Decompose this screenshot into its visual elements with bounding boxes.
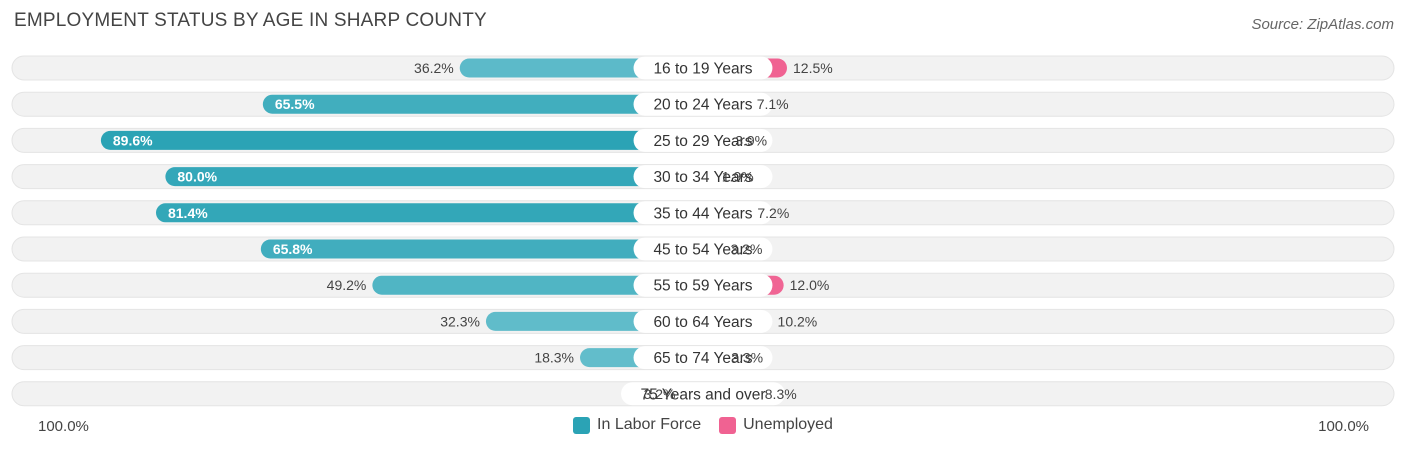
bar-row: 45 to 54 Years 65.8% 3.2%: [11, 236, 1395, 262]
bar-labor-force: [372, 275, 703, 295]
legend-item-labor-force[interactable]: In Labor Force: [573, 416, 701, 434]
value-label-labor-force: 81.4%: [168, 205, 208, 221]
category-pill: [633, 346, 773, 370]
category-pill: [633, 92, 773, 116]
bar-row: 25 to 29 Years 89.6% 3.9%: [11, 127, 1395, 153]
value-label-unemployed: 7.2%: [757, 205, 789, 221]
value-label-labor-force: 36.2%: [414, 60, 454, 76]
bar-labor-force: [100, 130, 703, 150]
value-label-labor-force: 80.0%: [177, 169, 217, 185]
category-label: 75 Years and over: [641, 386, 766, 403]
legend-swatch-labor-force: [573, 416, 591, 434]
value-label-unemployed: 3.2%: [731, 241, 763, 257]
axis-left-label: 100.0%: [38, 418, 89, 435]
bar-labor-force: [260, 239, 703, 259]
value-label-unemployed: 10.2%: [778, 313, 818, 329]
category-label: 60 to 64 Years: [653, 314, 752, 331]
value-label-labor-force: 65.5%: [275, 96, 315, 112]
category-label: 30 to 34 Years: [653, 169, 752, 186]
category-pill: [633, 56, 773, 80]
bar-labor-force: [155, 203, 703, 223]
category-pill: [633, 309, 773, 333]
bar-row: 20 to 24 Years 65.5% 7.1%: [11, 91, 1395, 117]
category-pill: [633, 128, 773, 152]
category-pill: [621, 382, 785, 406]
category-pill: [633, 273, 773, 297]
chart-title: EMPLOYMENT STATUS BY AGE IN SHARP COUNTY: [14, 10, 487, 31]
bar-row: 60 to 64 Years 32.3% 10.2%: [11, 308, 1395, 334]
legend: In Labor Force Unemployed: [0, 416, 1406, 434]
value-label-labor-force: 18.3%: [534, 350, 574, 366]
bar-row: 65 to 74 Years 18.3% 3.3%: [11, 345, 1395, 371]
legend-swatch-unemployed: [719, 416, 737, 434]
category-label: 25 to 29 Years: [653, 133, 752, 150]
category-label: 20 to 24 Years: [653, 97, 752, 114]
axis-right-label: 100.0%: [1318, 418, 1369, 435]
category-pill: [633, 165, 773, 189]
legend-label-unemployed: Unemployed: [743, 416, 833, 433]
value-label-unemployed: 12.5%: [793, 60, 833, 76]
value-label-labor-force: 89.6%: [113, 132, 153, 148]
bar-row: 55 to 59 Years 49.2% 12.0%: [11, 272, 1395, 298]
bar-labor-force: [165, 167, 703, 187]
bar-labor-force: [262, 94, 703, 114]
bar-row: 16 to 19 Years 36.2% 12.5%: [11, 55, 1395, 81]
category-label: 35 to 44 Years: [653, 205, 752, 222]
chart-source: Source: ZipAtlas.com: [1251, 16, 1394, 33]
value-label-labor-force: 49.2%: [327, 277, 367, 293]
value-label-unemployed: 1.9%: [722, 169, 754, 185]
category-pill: [633, 201, 773, 225]
value-label-labor-force: 3.2%: [644, 386, 676, 402]
value-label-unemployed: 3.9%: [735, 132, 767, 148]
value-label-unemployed: 12.0%: [790, 277, 830, 293]
value-label-labor-force: 65.8%: [273, 241, 313, 257]
legend-item-unemployed[interactable]: Unemployed: [719, 416, 833, 434]
category-label: 65 to 74 Years: [653, 350, 752, 367]
bar-row: 35 to 44 Years 81.4% 7.2%: [11, 200, 1395, 226]
category-label: 45 to 54 Years: [653, 242, 752, 259]
bar-row: 30 to 34 Years 80.0% 1.9%: [11, 164, 1395, 190]
value-label-labor-force: 32.3%: [440, 313, 480, 329]
value-label-unemployed: 7.1%: [757, 96, 789, 112]
value-label-unemployed: 3.3%: [731, 350, 763, 366]
category-label: 16 to 19 Years: [653, 61, 752, 78]
legend-label-labor-force: In Labor Force: [597, 416, 702, 433]
value-label-unemployed: 8.3%: [765, 386, 797, 402]
category-label: 55 to 59 Years: [653, 278, 752, 295]
category-pill: [633, 237, 773, 261]
